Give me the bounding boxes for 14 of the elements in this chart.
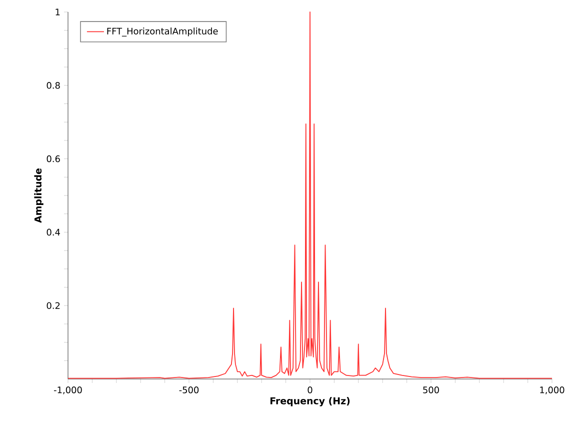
y-tick-label: 1 bbox=[56, 8, 60, 16]
x-tick-label: -500 bbox=[179, 386, 199, 394]
y-tick-label: 0.2 bbox=[46, 302, 60, 309]
x-axis-title: Frequency (Hz) bbox=[270, 397, 350, 406]
x-tick-label: 500 bbox=[423, 386, 439, 394]
line-series bbox=[68, 12, 552, 379]
y-tick-label: 0.6 bbox=[46, 155, 60, 162]
y-tick-label: 0.8 bbox=[46, 82, 60, 89]
legend-label: FFT_HorizontalAmplitude bbox=[107, 28, 218, 36]
x-tick-label: -1,000 bbox=[54, 386, 82, 394]
x-tick-label: 0 bbox=[308, 386, 312, 394]
y-tick-label: 0.4 bbox=[46, 228, 60, 236]
x-tick-label: 1,000 bbox=[540, 386, 564, 394]
y-axis-title: Amplitude bbox=[34, 168, 44, 223]
